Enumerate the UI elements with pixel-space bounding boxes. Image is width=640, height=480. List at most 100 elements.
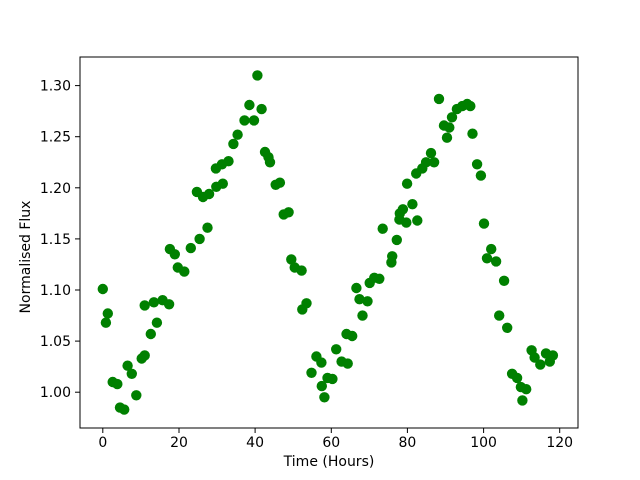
data-point <box>185 242 196 254</box>
data-point <box>511 372 523 384</box>
data-point <box>481 253 493 264</box>
x-tick-label: 120 <box>546 435 573 451</box>
data-points-layer <box>97 70 559 415</box>
x-tick-label: 100 <box>470 435 497 451</box>
x-tick-label: 0 <box>98 435 107 451</box>
data-point <box>248 115 260 126</box>
y-tick-label: 1.05 <box>40 334 71 350</box>
data-point <box>535 359 546 370</box>
data-point <box>486 243 497 255</box>
data-point <box>139 300 150 311</box>
y-tick-label: 1.10 <box>40 283 71 299</box>
data-point <box>169 249 180 260</box>
data-point <box>401 217 412 228</box>
data-point <box>274 177 286 188</box>
data-point <box>465 100 476 112</box>
data-point <box>252 70 263 81</box>
data-point <box>377 223 388 234</box>
data-point <box>194 233 205 245</box>
data-point <box>112 378 123 390</box>
data-point <box>316 357 327 368</box>
x-tick-label: 20 <box>170 435 188 451</box>
data-point <box>163 299 175 310</box>
data-point <box>264 157 276 168</box>
data-point <box>428 157 440 168</box>
data-point <box>203 188 215 200</box>
data-point <box>547 350 559 361</box>
plot-border <box>79 56 579 429</box>
data-point <box>494 310 505 321</box>
data-point <box>102 308 114 319</box>
data-point <box>256 103 267 115</box>
y-tick-label: 1.15 <box>40 232 71 248</box>
data-point <box>362 296 373 307</box>
data-point <box>296 265 307 276</box>
data-point <box>475 170 487 181</box>
data-point <box>347 330 358 342</box>
data-point <box>420 157 432 168</box>
y-tick-label: 1.25 <box>40 130 71 146</box>
data-point <box>517 395 528 406</box>
data-point <box>202 222 213 233</box>
data-point <box>425 147 437 159</box>
data-point <box>122 360 133 371</box>
data-point <box>239 115 250 126</box>
y-tick-label: 1.20 <box>40 181 71 197</box>
y-tick-label: 1.00 <box>40 385 71 401</box>
data-point <box>286 254 297 265</box>
data-point <box>148 297 160 308</box>
data-point <box>374 273 385 284</box>
data-point <box>232 129 243 140</box>
data-point <box>97 283 109 295</box>
data-point <box>407 199 418 210</box>
data-point <box>446 112 458 123</box>
data-point <box>283 207 294 218</box>
data-point <box>412 215 423 226</box>
data-point <box>179 266 190 277</box>
data-point <box>401 178 413 189</box>
data-point <box>131 390 142 401</box>
data-point <box>306 367 317 378</box>
data-point <box>521 384 532 395</box>
data-point <box>145 328 156 340</box>
data-point <box>351 282 362 294</box>
data-point <box>100 317 112 328</box>
data-point <box>529 352 540 363</box>
data-point <box>490 256 502 267</box>
x-axis: 0 20 40 60 80 100 120 <box>98 428 573 451</box>
data-point <box>119 404 130 415</box>
data-point <box>387 251 398 262</box>
data-point <box>342 358 353 369</box>
data-point <box>502 322 513 333</box>
data-point <box>316 380 327 392</box>
data-point <box>444 122 455 133</box>
data-point <box>471 159 483 170</box>
x-tick-label: 80 <box>398 435 416 451</box>
data-point <box>301 298 312 309</box>
data-point <box>228 138 239 150</box>
data-point <box>217 178 228 189</box>
data-point <box>441 132 453 143</box>
data-point <box>319 392 330 403</box>
data-point <box>244 99 255 111</box>
data-point <box>478 218 490 229</box>
data-point <box>126 368 137 379</box>
x-tick-label: 60 <box>322 435 340 451</box>
data-point <box>354 294 365 305</box>
data-point <box>397 204 409 215</box>
data-point <box>433 93 445 105</box>
y-axis: 1.00 1.05 1.10 1.15 1.20 1.25 1.30 <box>40 79 80 401</box>
y-axis-label: Normalised Flux <box>18 201 34 314</box>
x-axis-label: Time (Hours) <box>283 454 375 470</box>
y-tick-label: 1.30 <box>40 79 71 95</box>
x-tick-label: 40 <box>246 435 264 451</box>
data-point <box>498 275 510 286</box>
data-point <box>331 344 342 355</box>
data-point <box>467 128 478 139</box>
data-point <box>391 234 402 246</box>
data-point <box>357 310 368 321</box>
data-point <box>139 350 150 361</box>
